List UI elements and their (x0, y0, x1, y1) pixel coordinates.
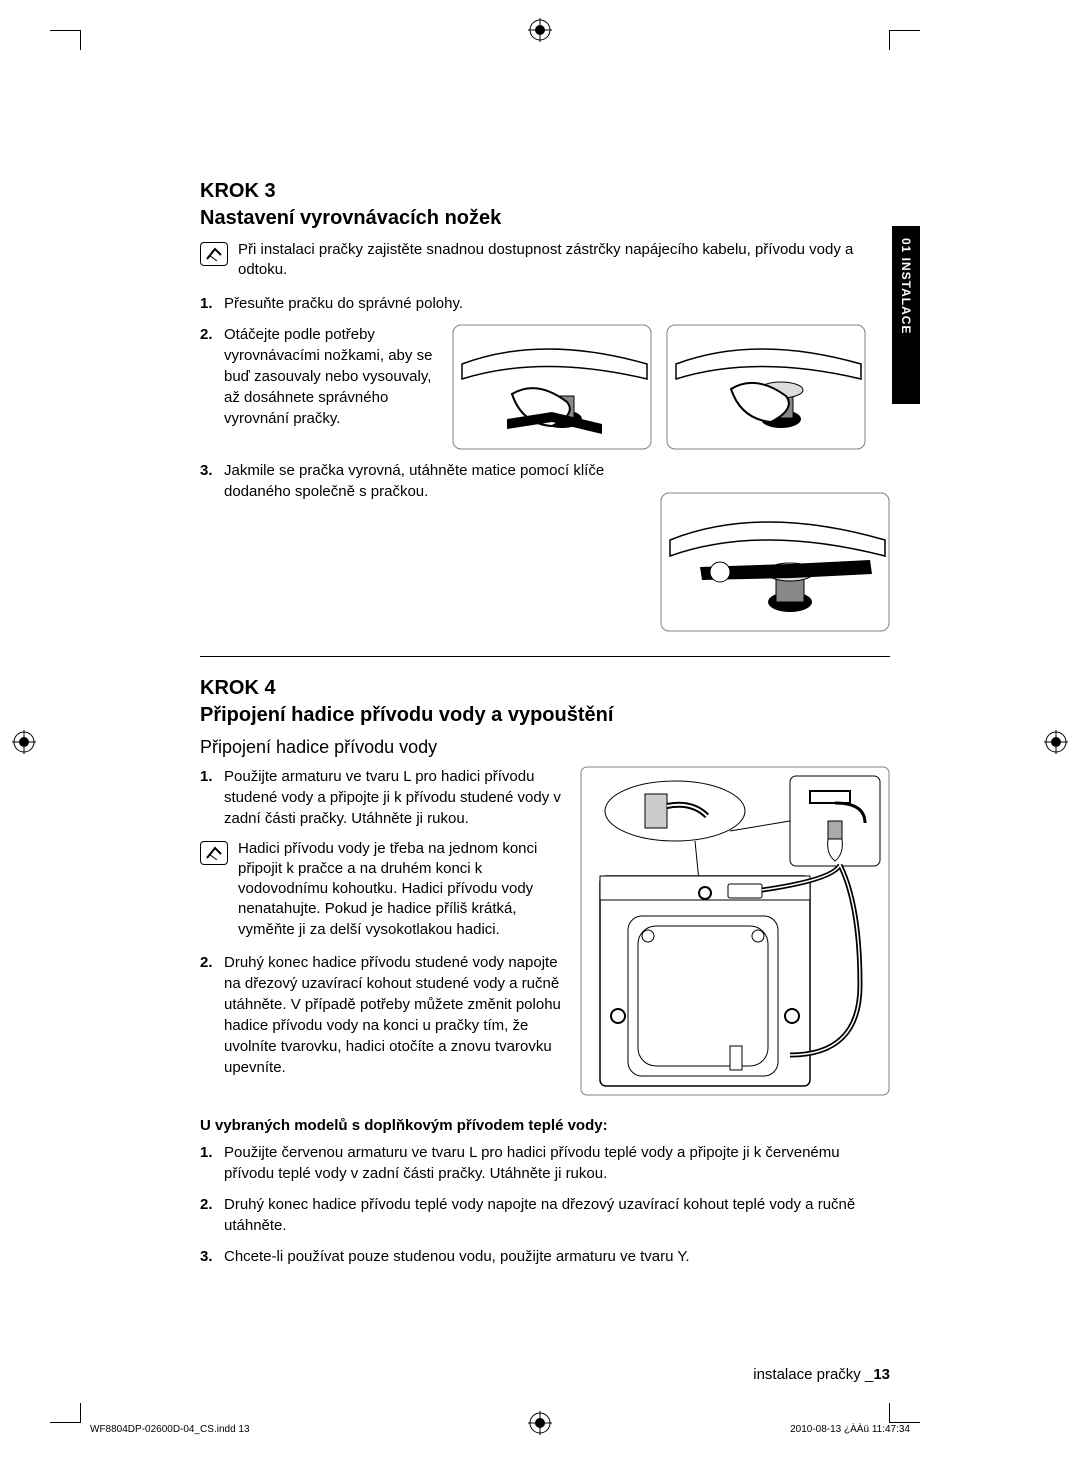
divider (200, 656, 890, 657)
krok4-selected-head: U vybraných modelů s doplňkovým přívodem… (200, 1117, 890, 1134)
registration-mark-icon (1044, 730, 1068, 754)
krok4-step1: Použijte armaturu ve tvaru L pro hadici … (200, 766, 562, 829)
crop-mark (80, 1403, 81, 1423)
krok3-step3: Jakmile se pračka vyrovná, utáhněte mati… (200, 460, 890, 632)
krok4-sel1: Použijte červenou armaturu ve tvaru L pr… (200, 1142, 890, 1184)
krok3-note-text: Při instalaci pračky zajistěte snadnou d… (238, 240, 890, 281)
krok4-title: KROK 4 (200, 677, 890, 700)
krok4-steps-b: Druhý konec hadice přívodu studené vody … (200, 952, 562, 1078)
note-icon (200, 242, 228, 266)
crop-mark (889, 1403, 890, 1423)
page-number: 13 (873, 1366, 890, 1383)
krok4-sel3: Chcete-li používat pouze studenou vodu, … (200, 1246, 890, 1267)
krok3-step3-text: Jakmile se pračka vyrovná, utáhněte mati… (224, 460, 614, 502)
crop-mark (80, 30, 81, 50)
crop-mark (50, 1422, 80, 1423)
crop-mark (890, 30, 920, 31)
krok3-step1: Přesuňte pračku do správné polohy. (200, 293, 890, 314)
section-tab: 01 INSTALACE (892, 226, 920, 404)
running-title: instalace pračky _ (753, 1366, 873, 1383)
registration-mark-icon (12, 730, 36, 754)
krok3-title: KROK 3 (200, 180, 890, 203)
krok4-sub-head: Připojení hadice přívodu vody (200, 737, 890, 758)
imprint-left: WF8804DP-02600D-04_CS.indd 13 (90, 1424, 250, 1435)
leveling-foot-illustration-1-icon (452, 324, 652, 450)
krok4-selected-steps: Použijte červenou armaturu ve tvaru L pr… (200, 1142, 890, 1267)
page-footer: instalace pračky _13 (753, 1366, 890, 1383)
crop-mark (890, 1422, 920, 1423)
krok4-subtitle: Připojení hadice přívodu vody a vypouště… (200, 704, 890, 727)
krok3-step2-text: Otáčejte podle potřeby vyrovnávacími nož… (224, 324, 434, 429)
registration-mark-icon (528, 18, 552, 42)
krok4-note-text: Hadici přívodu vody je třeba na jednom k… (238, 839, 562, 940)
note-icon (200, 841, 228, 865)
krok4-figure (580, 766, 890, 1101)
krok4-sel2: Druhý konec hadice přívodu teplé vody na… (200, 1194, 890, 1236)
krok3-step2-figures (452, 324, 866, 450)
krok3-note: Při instalaci pračky zajistěte snadnou d… (200, 240, 890, 281)
krok3-step2: Otáčejte podle potřeby vyrovnávacími nož… (200, 324, 890, 450)
krok4-steps-a: Použijte armaturu ve tvaru L pro hadici … (200, 766, 562, 829)
krok3-steps: Přesuňte pračku do správné polohy. Otáče… (200, 293, 890, 632)
krok4-left-column: Použijte armaturu ve tvaru L pro hadici … (200, 766, 562, 1088)
registration-mark-icon (528, 1411, 552, 1435)
krok4-note: Hadici přívodu vody je třeba na jednom k… (200, 839, 562, 940)
leveling-foot-illustration-2-icon (666, 324, 866, 450)
krok3-subtitle: Nastavení vyrovnávacích nožek (200, 207, 890, 230)
crop-mark (50, 30, 80, 31)
water-hose-connection-illustration-icon (580, 766, 890, 1096)
page-content: KROK 3 Nastavení vyrovnávacích nožek Při… (200, 180, 890, 1277)
tighten-nut-illustration-icon (660, 492, 890, 632)
imprint-right: 2010-08-13 ¿ÀÀü 11:47:34 (790, 1424, 910, 1435)
krok4-step2: Druhý konec hadice přívodu studené vody … (200, 952, 562, 1078)
crop-mark (889, 30, 890, 50)
